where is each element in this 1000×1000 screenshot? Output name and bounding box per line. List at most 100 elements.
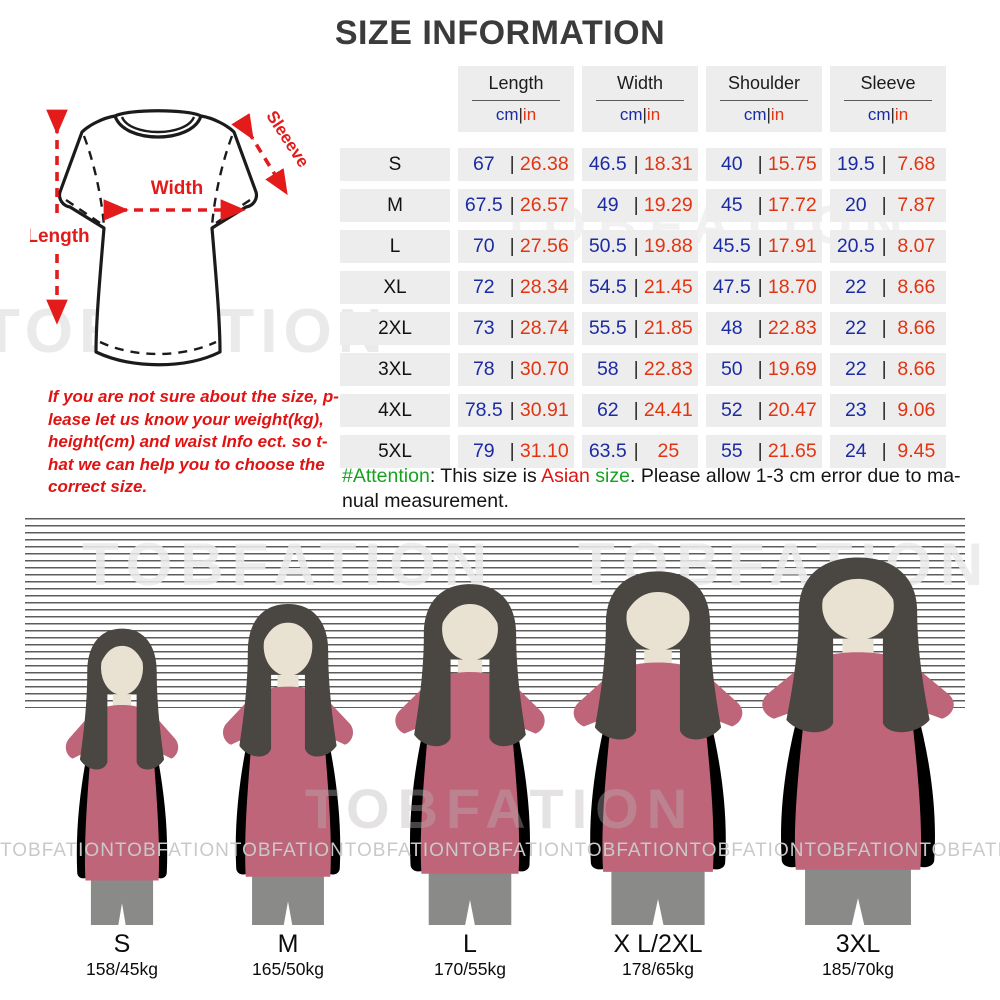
measurement-cell-width-part: 21.45 (643, 276, 693, 298)
measurement-cell-width-part: 63.5 (588, 440, 627, 462)
measurement-cell-length-part: 28.74 (519, 317, 569, 339)
measurement-cell-length-part: | (509, 235, 515, 257)
measurement-cell-sleeve-part: | (881, 235, 887, 257)
measurement-cell-sleeve: 22 | 8.66 (830, 271, 946, 304)
advice-line: If you are not sure about the size, p- (48, 387, 339, 406)
measurement-cell-shoulder: 55 | 21.65 (706, 435, 822, 468)
measurement-cell-length-part: 79 (472, 440, 495, 462)
measurement-cell-length-part: | (509, 358, 515, 380)
measurement-cell-sleeve: 22 | 8.66 (830, 353, 946, 386)
measurement-cell-shoulder-part: 52 (720, 399, 743, 421)
figure-size-label: 3XL (835, 930, 881, 958)
column-header-length: Length cm|in (458, 66, 574, 132)
measurement-cell-shoulder-part: | (757, 153, 763, 175)
measurement-cell-sleeve-part: 22 (844, 317, 867, 339)
measurement-cell-width-part: | (633, 153, 639, 175)
measurement-cell-sleeve-part: 22 (844, 276, 867, 298)
size-table: Length cm|in Width cm|in Shoulder cm|in Sleeve… (340, 66, 950, 468)
measurement-cell-width-part: | (633, 399, 639, 421)
measurement-cell-width-part: 25 (657, 440, 680, 462)
measurement-cell-width-part: | (633, 235, 639, 257)
column-units-part: cm (743, 105, 767, 124)
measurement-cell-width-part: 18.31 (643, 153, 693, 175)
measurement-cell-sleeve-part: 8.66 (897, 358, 936, 380)
column-header-width: Width cm|in (582, 66, 698, 132)
measurement-cell-width-part: 55.5 (588, 317, 627, 339)
figure-height-weight-label: 178/65kg (621, 959, 695, 979)
measurement-cell-shoulder-part: 17.72 (767, 194, 817, 216)
measurement-cell-length-part: | (509, 317, 515, 339)
size-row-label: 2XL (340, 312, 450, 345)
measurement-cell-sleeve-part: | (881, 440, 887, 462)
attention-text-line2: nual measurement. (342, 490, 509, 512)
column-units-part: | (766, 105, 771, 124)
figure-height-weight-label: 165/50kg (251, 959, 325, 979)
measurement-cell-shoulder-part: 22.83 (767, 317, 817, 339)
width-arrow-label: Width (151, 178, 204, 199)
measurement-cell-width-part: 49 (596, 194, 619, 216)
measurement-cell-length: 73 | 28.74 (458, 312, 574, 345)
column-units-part: cm (495, 105, 519, 124)
measurement-cell-width-part: 19.88 (643, 235, 693, 257)
measurement-cell-sleeve-part: 8.07 (897, 235, 936, 257)
measurement-cell-shoulder-part: | (757, 194, 763, 216)
column-header-sleeve: Sleeve cm|in (830, 66, 946, 132)
measurement-cell-shoulder-part: 40 (720, 153, 743, 175)
measurement-cell-sleeve-part: 9.45 (897, 440, 936, 462)
measurement-cell-sleeve-part: 8.66 (897, 317, 936, 339)
measurement-cell-length: 78.5 | 30.91 (458, 394, 574, 427)
advice-line: hat we can help you to choose the (48, 454, 325, 474)
measurement-cell-length-part: 70 (472, 235, 495, 257)
measurement-cell-sleeve-part: | (881, 153, 887, 175)
measurement-cell-length-part: 67.5 (464, 194, 503, 216)
table-corner (340, 66, 450, 132)
measurement-cell-sleeve: 20 | 7.87 (830, 189, 946, 222)
measurement-cell-width-part: | (633, 317, 639, 339)
measurement-cell-sleeve: 19.5 | 7.68 (830, 148, 946, 181)
measurement-cell-width: 62 | 24.41 (582, 394, 698, 427)
measurement-cell-width-part: 62 (596, 399, 619, 421)
measurement-cell-shoulder-part: 55 (720, 440, 743, 462)
measurement-cell-length-part: 27.56 (519, 235, 569, 257)
measurement-cell-sleeve-part: 23 (844, 399, 867, 421)
measurement-cell-sleeve-part: 8.66 (897, 276, 936, 298)
measurement-cell-shoulder-part: 21.65 (767, 440, 817, 462)
measurement-cell-shoulder-part: 50 (720, 358, 743, 380)
attention-text: . Please allow 1-3 cm error due to ma- (629, 465, 961, 487)
model-figure-3xl (762, 557, 954, 925)
measurement-cell-length-part: 31.10 (519, 440, 569, 462)
size-row-label: XL (340, 271, 450, 304)
column-units-part: | (890, 105, 895, 124)
size-row-label: 4XL (340, 394, 450, 427)
measurement-cell-sleeve-part: 9.06 (897, 399, 936, 421)
column-header-label: Length (488, 73, 544, 93)
measurement-cell-sleeve: 24 | 9.45 (830, 435, 946, 468)
measurement-cell-shoulder-part: 17.91 (767, 235, 817, 257)
column-units-part: | (518, 105, 523, 124)
measurement-cell-sleeve-part: 19.5 (836, 153, 875, 175)
figure-size-label: X L/2XL (613, 930, 703, 958)
measurement-cell-length-part: | (509, 194, 515, 216)
measurement-cell-shoulder-part: 48 (720, 317, 743, 339)
measurement-cell-sleeve-part: | (881, 317, 887, 339)
measurement-cell-width-part: 46.5 (588, 153, 627, 175)
measurement-cell-length: 70 | 27.56 (458, 230, 574, 263)
measurement-cell-width: 54.5 | 21.45 (582, 271, 698, 304)
measurement-cell-width-part: 24.41 (643, 399, 693, 421)
column-header-divider (471, 100, 561, 101)
column-header-label: Shoulder (727, 73, 801, 93)
measurement-cell-sleeve: 23 | 9.06 (830, 394, 946, 427)
measurement-cell-sleeve-part: 20.5 (836, 235, 875, 257)
model-figure-x l/2xl (573, 571, 743, 925)
measurement-cell-shoulder-part: | (757, 276, 763, 298)
column-units-part: cm (867, 105, 891, 124)
measurement-cell-sleeve-part: 24 (844, 440, 867, 462)
measurement-cell-width: 55.5 | 21.85 (582, 312, 698, 345)
measurement-cell-width: 46.5 | 18.31 (582, 148, 698, 181)
figure-size-label: L (463, 930, 477, 958)
measurement-cell-length-part: 26.57 (519, 194, 569, 216)
measurement-cell-shoulder-part: | (757, 358, 763, 380)
column-units: cm|in (458, 105, 574, 125)
column-units: cm|in (830, 105, 946, 125)
